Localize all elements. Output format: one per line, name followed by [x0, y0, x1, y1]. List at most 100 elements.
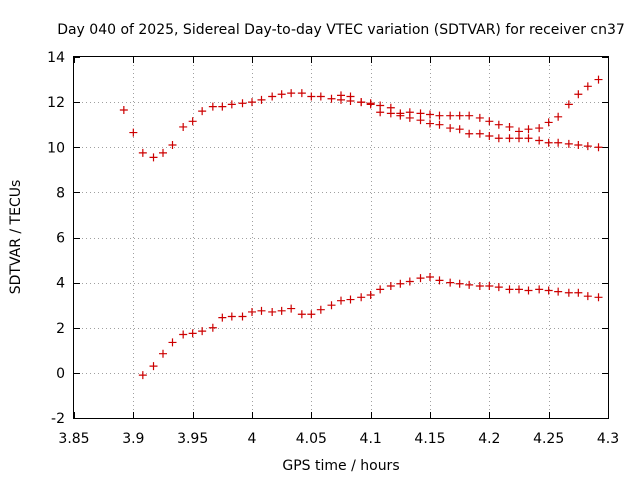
y-tick-label: -2	[51, 411, 65, 427]
y-tick-label: 2	[56, 321, 65, 337]
data-point	[307, 310, 316, 319]
data-point	[357, 98, 366, 107]
data-point	[337, 296, 345, 305]
data-point	[337, 95, 345, 104]
data-point	[327, 301, 336, 310]
y-tick-label: 0	[56, 366, 65, 382]
data-point	[594, 293, 603, 302]
data-point	[227, 100, 236, 109]
data-point	[426, 272, 434, 281]
data-point	[268, 92, 277, 101]
data-point	[544, 118, 553, 127]
x-tick-labels: 3.85 3.9 3.95 4 4.05 4.1 4.15 4.2 4.25 4.3	[58, 431, 619, 447]
x-tick-label: 3.9	[122, 431, 144, 447]
data-point	[188, 329, 197, 338]
data-point	[594, 75, 603, 84]
data-point	[426, 110, 434, 119]
data-point	[208, 102, 217, 111]
data-point	[583, 142, 592, 151]
data-point	[405, 113, 414, 122]
data-point	[554, 287, 563, 296]
data-point	[475, 282, 484, 291]
data-point	[138, 371, 147, 380]
data-point	[416, 274, 425, 283]
data-point	[366, 100, 375, 109]
data-point	[455, 111, 464, 120]
x-tick-label: 4.25	[533, 431, 564, 447]
chart-title: Day 040 of 2025, Sidereal Day-to-day VTE…	[57, 22, 625, 38]
x-tick-label: 3.95	[177, 431, 208, 447]
data-point	[446, 111, 455, 120]
data-point	[119, 106, 128, 115]
data-point	[386, 109, 395, 118]
data-point	[416, 109, 425, 118]
data-points	[119, 75, 603, 380]
x-tick-label: 4.15	[414, 431, 445, 447]
data-point	[168, 140, 177, 149]
data-point	[554, 138, 563, 147]
data-point	[583, 82, 592, 91]
data-point	[138, 148, 147, 157]
data-point	[149, 362, 158, 371]
data-point	[248, 307, 256, 316]
x-tick-label: 4.3	[597, 431, 619, 447]
data-point	[287, 304, 296, 313]
data-point	[524, 125, 533, 134]
data-point	[524, 286, 533, 295]
data-point	[515, 285, 523, 294]
data-point	[485, 117, 494, 126]
data-point	[505, 122, 514, 131]
data-point	[198, 107, 207, 116]
data-point	[446, 278, 455, 287]
data-point	[376, 285, 385, 294]
data-point	[268, 307, 277, 316]
data-point	[515, 127, 523, 136]
data-point	[287, 89, 296, 98]
data-point	[446, 124, 455, 133]
data-point	[485, 131, 494, 140]
data-point	[535, 136, 544, 145]
y-axis-label: SDTVAR / TECUs	[8, 180, 24, 295]
data-point	[238, 312, 247, 321]
data-point	[297, 310, 306, 319]
y-tick-label: 10	[47, 140, 65, 156]
data-point	[494, 283, 503, 292]
data-point	[327, 94, 336, 103]
data-point	[248, 98, 256, 107]
data-point	[159, 349, 167, 358]
x-tick-label: 4.05	[296, 431, 327, 447]
data-point	[257, 306, 266, 315]
y-tick-labels: -2 0 2 4 6 8 10 12 14	[47, 50, 65, 427]
y-tick-label: 6	[56, 231, 65, 247]
data-point	[257, 95, 266, 104]
data-point	[346, 295, 355, 304]
data-point	[179, 330, 188, 339]
data-point	[564, 100, 573, 109]
data-point	[465, 111, 474, 120]
x-tick-label: 4.2	[478, 431, 500, 447]
data-point	[494, 120, 503, 129]
x-tick-label: 3.85	[58, 431, 89, 447]
data-point	[238, 99, 247, 108]
data-point	[346, 96, 355, 105]
data-point	[297, 89, 306, 98]
data-point	[494, 134, 503, 143]
data-point	[179, 122, 188, 131]
x-tick-label: 4	[248, 431, 257, 447]
data-point	[277, 90, 286, 99]
data-point	[386, 282, 395, 291]
data-point	[505, 285, 514, 294]
data-point	[455, 125, 464, 134]
data-point	[129, 128, 138, 137]
data-point	[416, 116, 425, 125]
data-point	[188, 117, 197, 126]
data-point	[465, 280, 474, 289]
data-point	[316, 305, 325, 314]
data-point	[149, 153, 158, 162]
data-point	[574, 90, 583, 99]
data-point	[544, 286, 553, 295]
data-point	[535, 124, 544, 133]
data-point	[535, 285, 544, 294]
